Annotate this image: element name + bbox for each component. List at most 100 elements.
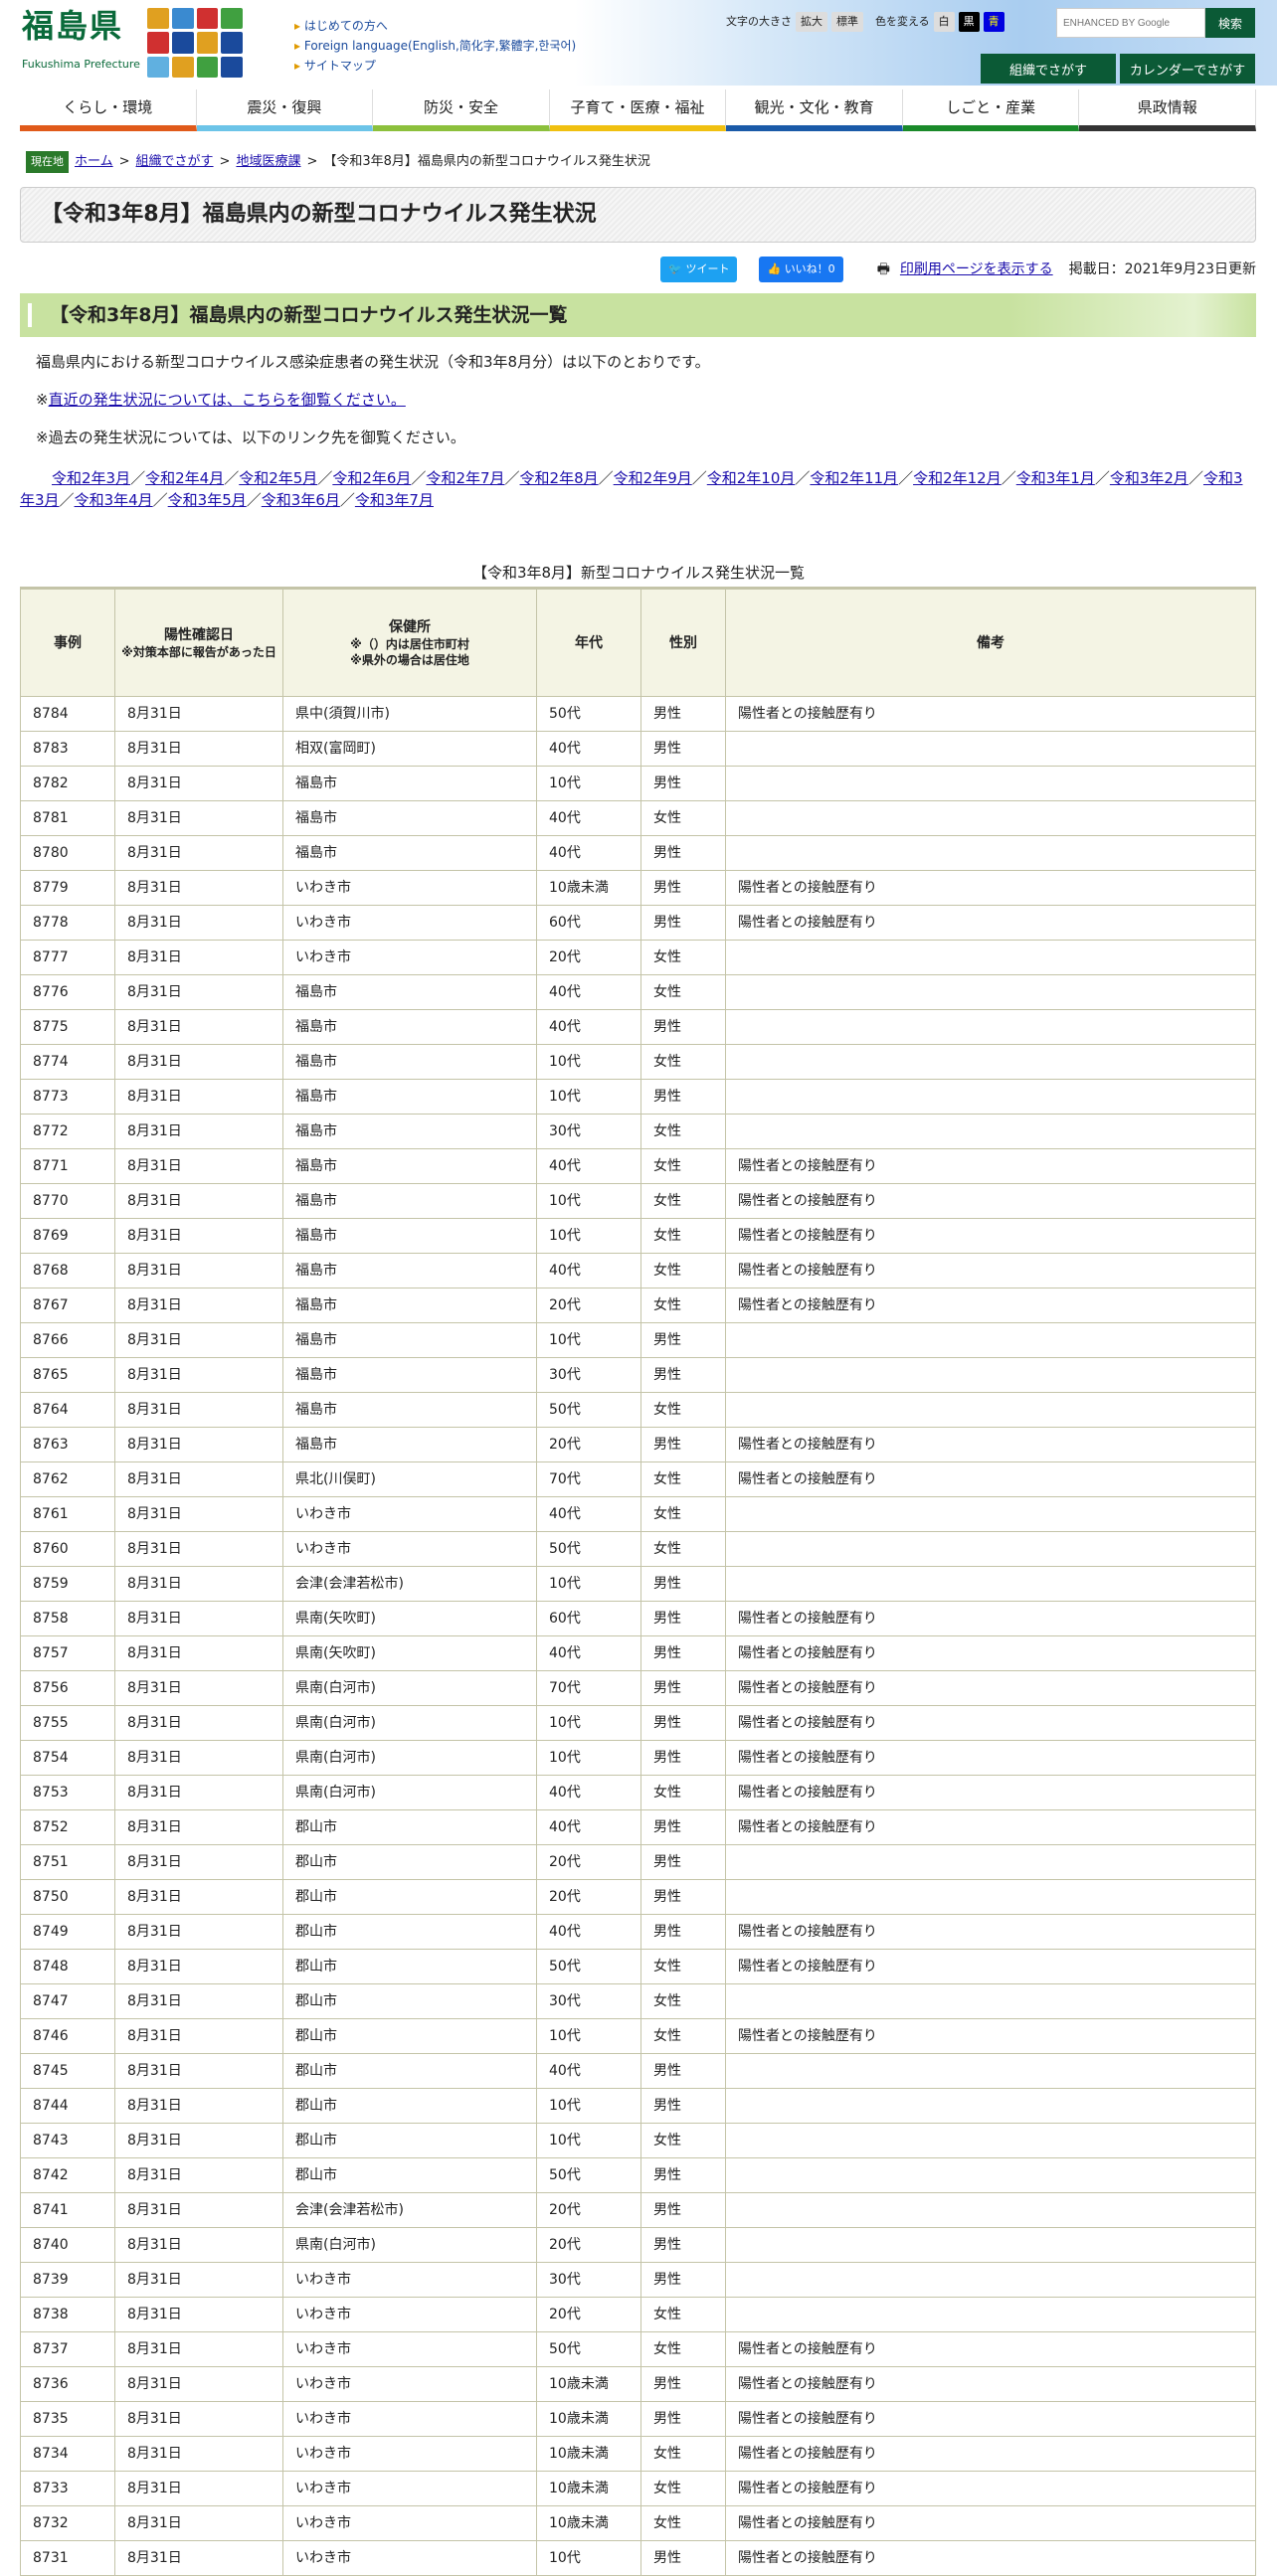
cell-note: 陽性者との接触歴有り xyxy=(725,1148,1256,1184)
table-row: 8741 8月31日 会津(会津若松市) 20代 男性 xyxy=(20,2192,1256,2228)
cases-table: 事例 陽性確認日 ※対策本部に報告があった日 保健所 ※（）内は居住市町村 ※県外の場… xyxy=(20,587,1256,2576)
cell-health-office: 郡山市 xyxy=(282,2123,537,2158)
link-separator: ／ xyxy=(1094,469,1110,487)
nav-item[interactable]: 防災・安全 xyxy=(373,89,550,131)
cell-health-office: いわき市 xyxy=(282,2436,537,2472)
cell-health-office: 県南(白河市) xyxy=(282,1775,537,1810)
past-month-link[interactable]: 令和2年8月 xyxy=(519,469,599,487)
table-row: 8732 8月31日 いわき市 10歳未満 女性 陽性者との接触歴有り xyxy=(20,2505,1256,2541)
cell-case-number: 8774 xyxy=(20,1044,115,1080)
site-search: 検索 xyxy=(1056,8,1255,38)
cell-case-number: 8750 xyxy=(20,1879,115,1915)
social-bar: 🐦 ツイート 👍 いいね！0 🖶 印刷用ページを表示する 掲載日：2021年9月… xyxy=(660,257,1256,282)
cell-note xyxy=(725,2227,1256,2263)
cell-case-number: 8748 xyxy=(20,1949,115,1984)
cell-sex: 男性 xyxy=(640,1566,726,1602)
accessibility-tools: 文字の大きさ 拡大 標準 色を変える 白 黒 青 xyxy=(726,12,1004,32)
search-input[interactable] xyxy=(1056,8,1205,38)
cell-health-office: 福島市 xyxy=(282,1288,537,1323)
cell-date: 8月31日 xyxy=(114,1496,283,1532)
past-month-link[interactable]: 令和3年3月 xyxy=(20,469,1243,509)
past-month-link[interactable]: 令和2年5月 xyxy=(239,469,318,487)
cell-note xyxy=(725,1044,1256,1080)
cell-age: 50代 xyxy=(536,2331,641,2367)
cell-note: 陽性者との接触歴有り xyxy=(725,1288,1256,1323)
table-row: 8737 8月31日 いわき市 50代 女性 陽性者との接触歴有り xyxy=(20,2331,1256,2367)
calendar-search-button[interactable]: カレンダーでさがす xyxy=(1120,54,1255,84)
past-month-link[interactable]: 令和2年4月 xyxy=(145,469,225,487)
cell-note xyxy=(725,1322,1256,1358)
color-blue-button[interactable]: 青 xyxy=(983,12,1004,32)
tweet-button[interactable]: 🐦 ツイート xyxy=(660,257,738,282)
cell-date: 8月31日 xyxy=(114,1218,283,1254)
print-page-link[interactable]: 印刷用ページを表示する xyxy=(899,261,1053,277)
color-black-button[interactable]: 黒 xyxy=(958,12,980,32)
past-month-link[interactable]: 令和3年4月 xyxy=(74,491,153,509)
past-month-link[interactable]: 令和3年2月 xyxy=(1109,469,1188,487)
cell-date: 8月31日 xyxy=(114,2505,283,2541)
like-button[interactable]: 👍 いいね！0 xyxy=(759,257,843,282)
cell-age: 20代 xyxy=(536,1844,641,1880)
date-header-label: 陽性確認日 xyxy=(164,626,234,643)
cell-date: 8月31日 xyxy=(114,766,283,801)
nav-item[interactable]: 県政情報 xyxy=(1079,89,1257,131)
cell-age: 40代 xyxy=(536,731,641,767)
table-row: 8740 8月31日 県南(白河市) 20代 男性 xyxy=(20,2227,1256,2263)
cell-date: 8月31日 xyxy=(114,1601,283,1636)
cell-date: 8月31日 xyxy=(114,905,283,941)
cell-note xyxy=(725,1531,1256,1567)
nav-item[interactable]: 子育て・医療・福祉 xyxy=(549,89,727,131)
col-header-age: 年代 xyxy=(536,587,641,697)
cell-age: 40代 xyxy=(536,1914,641,1950)
site-logo[interactable]: 福島県 xyxy=(22,7,124,45)
nav-item[interactable]: くらし・環境 xyxy=(20,89,197,131)
past-month-link[interactable]: 令和2年10月 xyxy=(706,469,796,487)
table-row: 8780 8月31日 福島市 40代 男性 xyxy=(20,835,1256,871)
past-month-link[interactable]: 令和3年1月 xyxy=(1015,469,1095,487)
table-row: 8761 8月31日 いわき市 40代 女性 xyxy=(20,1496,1256,1532)
cell-sex: 男性 xyxy=(640,1079,726,1115)
past-month-link[interactable]: 令和3年7月 xyxy=(354,491,434,509)
cell-sex: 男性 xyxy=(640,1879,726,1915)
past-month-link[interactable]: 令和2年3月 xyxy=(52,469,131,487)
cell-note xyxy=(725,1009,1256,1045)
nav-item[interactable]: しごと・産業 xyxy=(902,89,1080,131)
link-sitemap[interactable]: サイトマップ xyxy=(294,56,576,76)
past-month-link[interactable]: 令和2年11月 xyxy=(810,469,899,487)
cell-note: 陽性者との接触歴有り xyxy=(725,696,1256,732)
breadcrumb-home[interactable]: ホーム xyxy=(75,154,113,169)
nav-item[interactable]: 観光・文化・教育 xyxy=(726,89,903,131)
latest-status-link[interactable]: 直近の発生状況については、こちらを御覧ください。 xyxy=(48,391,406,409)
color-white-button[interactable]: 白 xyxy=(933,12,955,32)
cell-sex: 男性 xyxy=(640,1427,726,1462)
past-month-link[interactable]: 令和3年6月 xyxy=(261,491,340,509)
link-separator: ／ xyxy=(1187,469,1203,487)
cell-sex: 男性 xyxy=(640,2262,726,2298)
past-month-link[interactable]: 令和3年5月 xyxy=(167,491,247,509)
cell-age: 40代 xyxy=(536,2053,641,2089)
cell-case-number: 8769 xyxy=(20,1218,115,1254)
cell-date: 8月31日 xyxy=(114,2157,283,2193)
cell-case-number: 8755 xyxy=(20,1705,115,1741)
past-month-link[interactable]: 令和2年6月 xyxy=(332,469,412,487)
past-month-link[interactable]: 令和2年12月 xyxy=(913,469,1002,487)
past-month-link[interactable]: 令和2年7月 xyxy=(426,469,505,487)
breadcrumb-org[interactable]: 組織でさがす xyxy=(135,154,214,169)
cell-sex: 女性 xyxy=(640,1496,726,1532)
nav-item[interactable]: 震災・復興 xyxy=(196,89,374,131)
cell-health-office: いわき市 xyxy=(282,905,537,941)
link-first-visit[interactable]: はじめての方へ xyxy=(294,16,576,36)
font-standard-button[interactable]: 標準 xyxy=(831,12,863,32)
cell-sex: 女性 xyxy=(640,1288,726,1323)
link-foreign-language[interactable]: Foreign language(English,简化字,繁體字,한국어) xyxy=(294,36,576,56)
past-month-link[interactable]: 令和2年9月 xyxy=(613,469,692,487)
font-large-button[interactable]: 拡大 xyxy=(796,12,827,32)
breadcrumb-separator: > xyxy=(219,154,231,169)
search-button[interactable]: 検索 xyxy=(1205,8,1255,38)
cell-date: 8月31日 xyxy=(114,1427,283,1462)
cell-age: 10代 xyxy=(536,2540,641,2576)
breadcrumb-dept[interactable]: 地域医療課 xyxy=(236,154,301,169)
cell-note: 陽性者との接触歴有り xyxy=(725,1253,1256,1288)
table-row: 8769 8月31日 福島市 10代 女性 陽性者との接触歴有り xyxy=(20,1218,1256,1254)
org-search-button[interactable]: 組織でさがす xyxy=(981,54,1116,84)
